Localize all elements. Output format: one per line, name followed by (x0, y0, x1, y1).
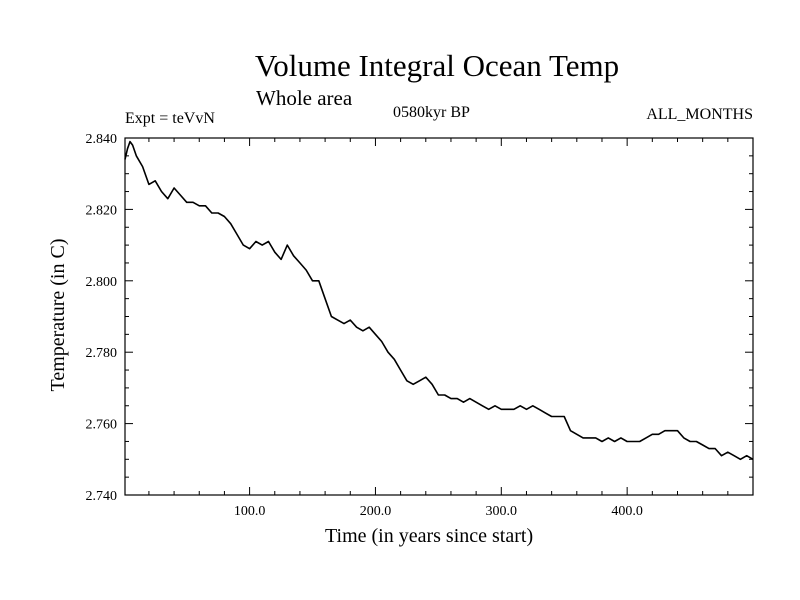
x-tick-label: 300.0 (486, 504, 518, 519)
plot-frame (124, 137, 754, 496)
y-tick-label: 2.780 (86, 346, 118, 361)
y-tick-label: 2.840 (86, 132, 118, 147)
x-tick-label: 400.0 (611, 504, 643, 519)
temperature-series-line (124, 140, 754, 461)
x-tick-label: 100.0 (234, 504, 266, 519)
chart-title: Volume Integral Ocean Temp (254, 48, 620, 83)
y-tick-label: 2.760 (86, 418, 118, 433)
period-label: 0580kyr BP (393, 104, 470, 121)
x-axis-label: Time (in years since start) (325, 525, 534, 547)
months-label: ALL_MONTHS (646, 106, 753, 123)
y-tick-label: 2.820 (86, 203, 118, 218)
experiment-label: Expt = teVvN (125, 110, 215, 127)
chart-subtitle: Whole area (256, 86, 353, 110)
y-tick-label: 2.800 (86, 275, 118, 290)
x-tick-label: 200.0 (360, 504, 392, 519)
y-tick-label: 2.740 (86, 489, 118, 504)
